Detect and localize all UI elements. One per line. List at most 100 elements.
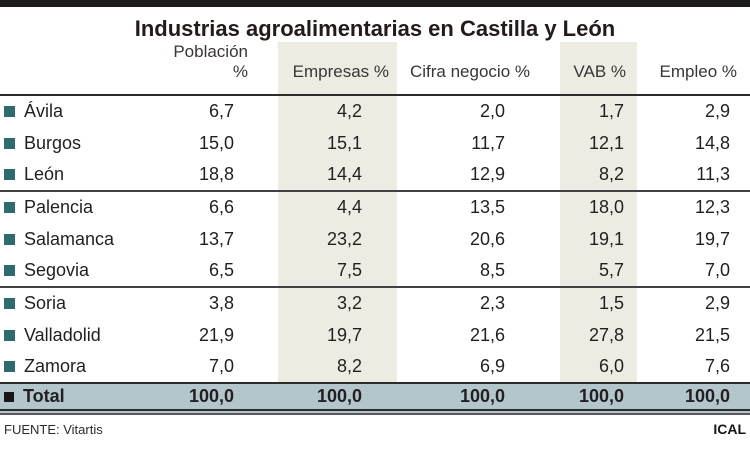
province-name-cell: Palencia	[0, 191, 160, 223]
square-bullet-icon	[4, 392, 14, 402]
value-cell: 7,0	[704, 260, 730, 280]
value-cell: 13,7	[198, 228, 234, 249]
table-body: Ávila 6,7 4,2 2,0 1,7 2,9 Burgos 15,0 15,1 11,7 12…	[0, 95, 750, 383]
value-cell: 6,9	[479, 356, 505, 376]
province-name: Palencia	[24, 197, 94, 217]
page-title: Industrias agroalimentarias en Castilla …	[134, 16, 616, 41]
value-cell: 100,0	[278, 383, 397, 410]
table-row: Zamora 7,0 8,2 6,9 6,0 7,6	[0, 351, 750, 383]
value-cell: 14,4	[278, 159, 397, 191]
value-cell: 12,1	[560, 127, 637, 159]
province-name: León	[24, 164, 65, 184]
value-cell: 6,5	[208, 260, 234, 280]
col-header-empleo: Empleo %	[659, 62, 737, 81]
square-bullet-icon	[4, 202, 15, 213]
value-cell: 21,5	[694, 324, 730, 345]
total-label-cell: Total	[0, 383, 160, 410]
province-name-cell: Ávila	[0, 95, 160, 127]
value-cell: 8,2	[560, 159, 637, 191]
value-cell: 5,7	[560, 255, 637, 287]
square-bullet-icon	[4, 361, 15, 372]
table-row: Valladolid 21,9 19,7 21,6 27,8 21,5	[0, 319, 750, 351]
province-name-cell: Salamanca	[0, 223, 160, 255]
value-cell: 2,3	[479, 293, 505, 313]
table-row: Palencia 6,6 4,4 13,5 18,0 12,3	[0, 191, 750, 223]
value-cell: 100,0	[637, 383, 750, 410]
province-name-cell: Zamora	[0, 351, 160, 383]
value-cell: 20,6	[469, 228, 505, 249]
table-row: Salamanca 13,7 23,2 20,6 19,1 19,7	[0, 223, 750, 255]
value-cell: 15,1	[278, 127, 397, 159]
square-bullet-icon	[4, 329, 15, 341]
table-row: Ávila 6,7 4,2 2,0 1,7 2,9	[0, 95, 750, 127]
value-cell: 14,8	[694, 132, 730, 153]
value-cell: 4,4	[278, 191, 397, 223]
header-row: Población % Empresas % Cifra negocio % V…	[0, 42, 750, 95]
value-cell: 7,6	[704, 356, 730, 376]
value-cell: 11,3	[696, 164, 730, 184]
value-cell: 2,9	[704, 101, 730, 121]
value-cell: 1,5	[560, 287, 637, 319]
value-cell: 27,8	[560, 319, 637, 351]
province-name: Zamora	[24, 356, 87, 376]
footer: FUENTE: Vitartis ICAL	[0, 421, 750, 437]
value-cell: 100,0	[160, 383, 278, 410]
value-cell: 21,6	[469, 324, 505, 345]
province-name: Burgos	[24, 132, 82, 153]
value-cell: 2,9	[704, 293, 730, 313]
value-cell: 12,3	[694, 197, 730, 217]
value-cell: 15,0	[198, 132, 234, 153]
value-cell: 18,0	[560, 191, 637, 223]
square-bullet-icon	[4, 298, 15, 309]
province-name-cell: Valladolid	[0, 319, 160, 351]
table-row: Burgos 15,0 15,1 11,7 12,1 14,8	[0, 127, 750, 159]
square-bullet-icon	[4, 137, 15, 149]
value-cell: 21,9	[198, 324, 234, 345]
province-name-cell: Segovia	[0, 255, 160, 287]
value-cell: 6,0	[560, 351, 637, 383]
value-cell: 100,0	[560, 383, 637, 410]
province-name: Soria	[24, 293, 67, 313]
total-row: Total 100,0 100,0 100,0 100,0 100,0	[0, 383, 750, 410]
corner-cell	[0, 42, 160, 95]
value-cell: 2,0	[479, 101, 505, 121]
credit-text: ICAL	[713, 421, 746, 437]
value-cell: 18,8	[198, 164, 234, 184]
col-header-poblacion: Población %	[173, 42, 248, 81]
table-row: León 18,8 14,4 12,9 8,2 11,3	[0, 159, 750, 191]
data-table: Población % Empresas % Cifra negocio % V…	[0, 42, 750, 411]
value-cell: 100,0	[397, 383, 560, 410]
value-cell: 12,9	[469, 164, 505, 184]
value-cell: 3,2	[278, 287, 397, 319]
value-cell: 8,2	[278, 351, 397, 383]
province-name-cell: Soria	[0, 287, 160, 319]
value-cell: 19,7	[278, 319, 397, 351]
value-cell: 4,2	[278, 95, 397, 127]
value-cell: 11,7	[471, 132, 505, 153]
col-header-empresas: Empresas %	[278, 42, 397, 95]
col-header-cifra-negocio: Cifra negocio %	[409, 62, 530, 81]
value-cell: 8,5	[479, 260, 505, 280]
value-cell: 19,7	[694, 228, 730, 249]
square-bullet-icon	[4, 106, 15, 117]
province-name-cell: León	[0, 159, 160, 191]
value-cell: 6,7	[208, 101, 234, 121]
bottom-rule	[0, 411, 750, 415]
province-name: Salamanca	[24, 228, 115, 249]
value-cell: 6,6	[208, 197, 234, 217]
square-bullet-icon	[4, 265, 15, 276]
total-label: Total	[23, 386, 65, 406]
value-cell: 19,1	[560, 223, 637, 255]
table-row: Soria 3,8 3,2 2,3 1,5 2,9	[0, 287, 750, 319]
top-bar	[0, 0, 750, 7]
province-name-cell: Burgos	[0, 127, 160, 159]
table-row: Segovia 6,5 7,5 8,5 5,7 7,0	[0, 255, 750, 287]
province-name: Ávila	[24, 101, 64, 121]
province-name: Valladolid	[24, 324, 101, 345]
square-bullet-icon	[4, 233, 15, 245]
source-text: FUENTE: Vitartis	[4, 422, 103, 437]
value-cell: 3,8	[208, 293, 234, 313]
value-cell: 13,5	[469, 197, 505, 217]
col-header-vab: VAB %	[560, 42, 637, 95]
